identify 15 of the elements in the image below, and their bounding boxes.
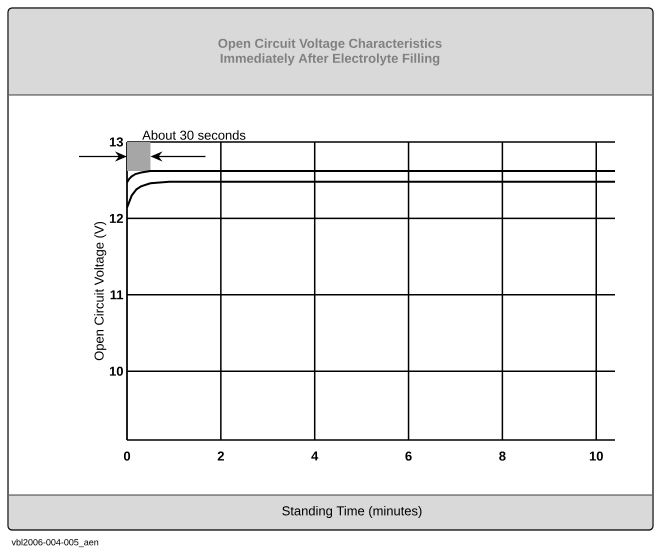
y-axis-title: Open Circuit Voltage (V) bbox=[94, 222, 106, 360]
text: vbl2006-004-005_aen bbox=[12, 538, 98, 548]
chart-title: Open Circuit Voltage Characteristics Immediately After Electrolyte Filling bbox=[218, 38, 442, 66]
x-tick-label: 4 bbox=[311, 452, 318, 460]
x-tick-label: 0 bbox=[124, 452, 130, 461]
x-tick-label: 2 bbox=[218, 452, 224, 461]
y-tick-label: 13 bbox=[110, 137, 124, 147]
y-tick-label: 12 bbox=[110, 214, 123, 223]
x-tick-label: 8 bbox=[499, 452, 506, 461]
band-label: About 30 seconds bbox=[142, 130, 246, 140]
x-axis-title: Standing Time (minutes) bbox=[282, 506, 422, 518]
y-tick-label: 10 bbox=[110, 366, 123, 376]
x-tick-label: 10 bbox=[590, 452, 603, 461]
y-tick-label: 11 bbox=[110, 290, 124, 300]
x-tick-label: 6 bbox=[405, 452, 412, 461]
